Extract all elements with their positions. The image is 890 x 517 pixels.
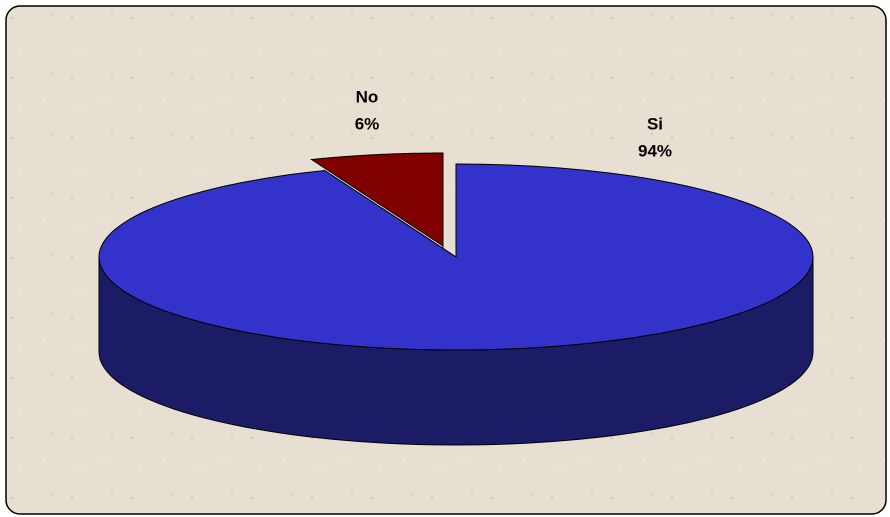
plot: Si 94% No 6%	[98, 87, 814, 446]
slice-value-label: 6%	[355, 114, 380, 133]
slice	[309, 152, 444, 247]
slice-value-label: 94%	[638, 141, 672, 160]
slice-label: No	[356, 87, 379, 106]
slice-label: Si	[647, 114, 663, 133]
slice	[98, 163, 814, 351]
